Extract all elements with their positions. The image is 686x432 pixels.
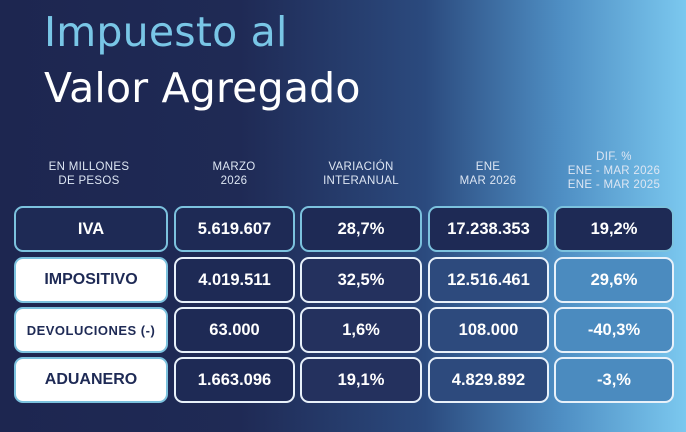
header-units-line: EN MILLONES xyxy=(48,161,130,173)
title-line-1: Impuesto al xyxy=(44,8,288,56)
header-dif-line: DIF. % xyxy=(596,151,632,163)
cell-impositivo-marzo: 4.019.511 xyxy=(174,257,295,303)
header-dif: DIF. % ENE - MAR 2026 ENE - MAR 2025 xyxy=(552,144,676,198)
cell-impositivo-dif: 29,6% xyxy=(554,257,674,303)
cell-impositivo-ene-mar: 12.516.461 xyxy=(428,257,549,303)
cell-impositivo-variacion: 32,5% xyxy=(300,257,422,303)
header-variacion: VARIACIÓN INTERANUAL xyxy=(300,150,422,198)
cell-aduanero-dif: -3,% xyxy=(554,357,674,403)
header-marzo-line: 2026 xyxy=(220,175,248,187)
row-label-devoluciones: DEVOLUCIONES (-) xyxy=(14,307,168,353)
header-variacion-line: VARIACIÓN xyxy=(328,161,394,173)
header-ene-mar-line: ENE xyxy=(475,161,501,173)
cell-iva-marzo: 5.619.607 xyxy=(174,206,295,252)
header-ene-mar: ENE MAR 2026 xyxy=(428,150,548,198)
cell-aduanero-variacion: 19,1% xyxy=(300,357,422,403)
row-label-aduanero: ADUANERO xyxy=(14,357,168,403)
header-ene-mar-line: MAR 2026 xyxy=(459,175,517,187)
header-dif-line: ENE - MAR 2025 xyxy=(567,179,661,191)
cell-iva-dif: 19,2% xyxy=(554,206,674,252)
cell-devoluciones-dif: -40,3% xyxy=(554,307,674,353)
cell-devoluciones-ene-mar: 108.000 xyxy=(428,307,549,353)
header-units: EN MILLONES DE PESOS xyxy=(14,150,164,198)
row-label-iva: IVA xyxy=(14,206,168,252)
cell-devoluciones-marzo: 63.000 xyxy=(174,307,295,353)
header-units-line: DE PESOS xyxy=(58,175,120,187)
cell-devoluciones-variacion: 1,6% xyxy=(300,307,422,353)
cell-aduanero-marzo: 1.663.096 xyxy=(174,357,295,403)
cell-iva-variacion: 28,7% xyxy=(300,206,422,252)
cell-iva-ene-mar: 17.238.353 xyxy=(428,206,549,252)
header-marzo: MARZO 2026 xyxy=(174,150,294,198)
row-label-impositivo: IMPOSITIVO xyxy=(14,257,168,303)
title-line-2: Valor Agregado xyxy=(44,64,361,112)
header-marzo-line: MARZO xyxy=(212,161,256,173)
cell-aduanero-ene-mar: 4.829.892 xyxy=(428,357,549,403)
header-dif-line: ENE - MAR 2026 xyxy=(567,165,661,177)
header-variacion-line: INTERANUAL xyxy=(323,175,399,187)
